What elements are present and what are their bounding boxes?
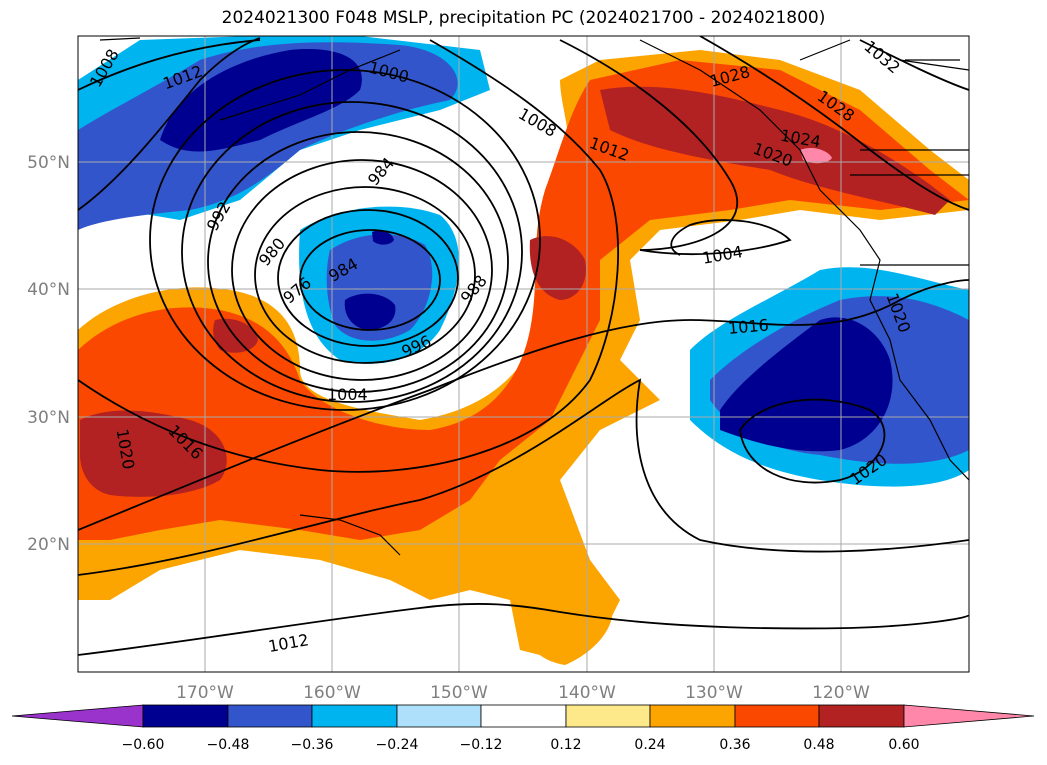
colorbar-tick: 0.12 <box>550 737 581 753</box>
colorbar-swatch <box>818 704 905 728</box>
colorbar-tick: −0.48 <box>207 737 250 753</box>
colorbar-tick: 0.24 <box>634 737 665 753</box>
colorbar-tick: −0.24 <box>376 737 419 753</box>
lon-label: 120°W <box>812 683 870 703</box>
colorbar-swatch <box>565 704 651 728</box>
precip-darkred-small <box>213 318 258 353</box>
map-gridlines <box>78 36 969 672</box>
longitude-labels: 170°W 160°W 150°W 140°W 130°W 120°W <box>176 683 870 703</box>
isobar-label: 1004 <box>327 385 368 404</box>
precip-redorange-sw <box>78 60 969 540</box>
precip-darkred-mid <box>529 236 586 300</box>
colorbar-tick: −0.12 <box>460 737 503 753</box>
map-title: 2024021300 F048 MSLP, precipitation PC (… <box>221 8 826 28</box>
lon-label: 140°W <box>558 683 616 703</box>
colorbar-swatch <box>649 704 736 728</box>
latitude-labels: 50°N 40°N 30°N 20°N <box>27 153 70 555</box>
precip-darkred-ne <box>600 86 950 215</box>
colorbar-swatch <box>903 704 1035 728</box>
map-frame <box>77 35 970 673</box>
precip-darkblue-e <box>720 317 893 452</box>
colorbar-swatch <box>396 704 482 728</box>
isobar-label: 1016 <box>727 315 769 337</box>
precip-pink <box>800 147 832 164</box>
lon-label: 150°W <box>430 683 488 703</box>
lat-label: 40°N <box>27 280 70 300</box>
colorbar-swatch <box>11 704 144 728</box>
precip-darkblue-center <box>344 293 396 330</box>
precip-darkblue-center2 <box>372 230 394 245</box>
precipitation-field <box>78 36 969 672</box>
lat-label: 50°N <box>27 153 70 173</box>
colorbar-tick: −0.36 <box>291 737 334 753</box>
lat-label: 20°N <box>27 535 70 555</box>
lon-label: 130°W <box>685 683 743 703</box>
colorbar-tick: −0.60 <box>122 737 165 753</box>
colorbar-swatch <box>480 704 567 728</box>
colorbar-ticks: −0.60 −0.48 −0.36 −0.24 −0.12 0.12 0.24 … <box>122 737 920 753</box>
lon-label: 160°W <box>303 683 361 703</box>
isobars <box>78 36 969 656</box>
colorbar-swatch <box>142 704 229 728</box>
precip-darkred-w <box>80 410 227 497</box>
precip-darkblue-nw <box>160 49 362 152</box>
colorbar-swatch <box>227 704 313 728</box>
colorbar-tick: 0.36 <box>719 737 750 753</box>
colorbar-swatch <box>734 704 820 728</box>
colorbar <box>11 704 1035 728</box>
lon-label: 170°W <box>176 683 234 703</box>
colorbar-tick: 0.48 <box>803 737 834 753</box>
lat-label: 30°N <box>27 408 70 428</box>
colorbar-tick: 0.60 <box>888 737 919 753</box>
colorbar-swatch <box>311 704 398 728</box>
